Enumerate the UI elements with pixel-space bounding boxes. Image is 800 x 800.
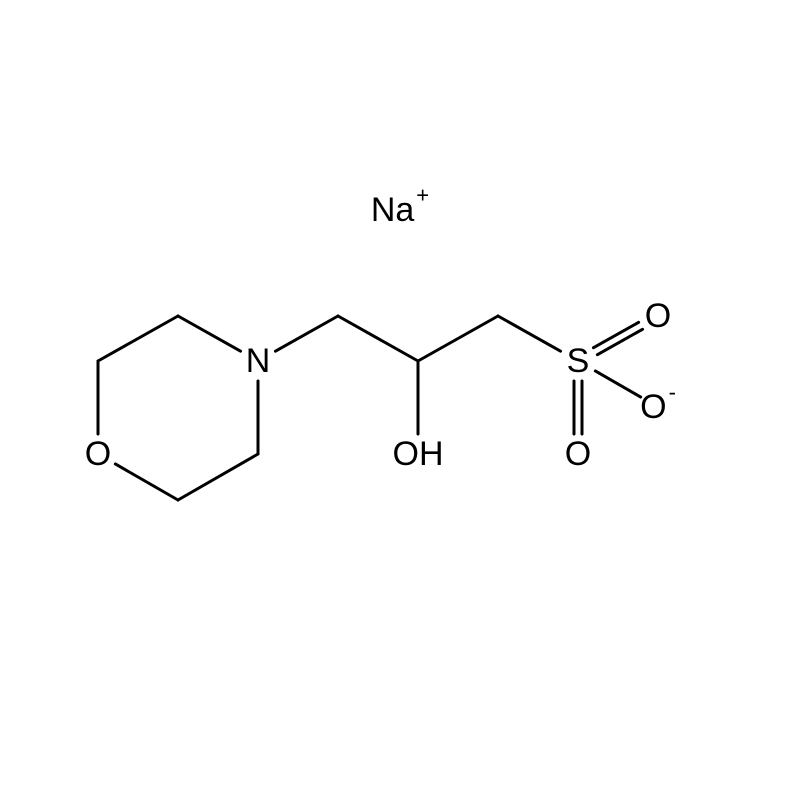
background (0, 0, 800, 800)
atom-label-o_ring: O (85, 435, 111, 473)
atom-label-n: N (246, 342, 271, 380)
atom-label-o_dbl1: O (565, 435, 591, 473)
atom-label-o_dbl2: O (645, 297, 671, 335)
molecule-diagram: ONOHSOOO-Na+ (0, 0, 800, 800)
atom-label-s: S (567, 342, 590, 380)
atom-label-oh: OH (393, 435, 444, 473)
